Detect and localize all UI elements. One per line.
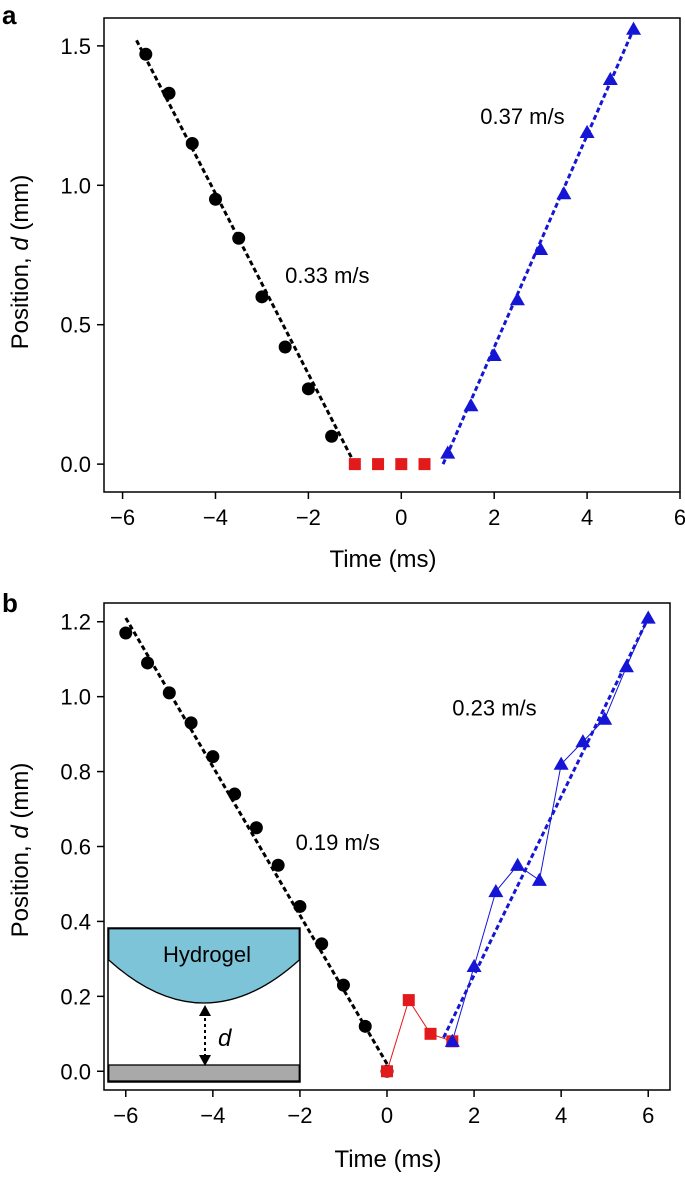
substrate <box>108 1064 300 1082</box>
panel-a-x-tick-label: 2 <box>488 505 500 530</box>
panel-b-x-axis-title: Time (ms) <box>334 1146 441 1173</box>
panel-a-retract-point <box>602 71 618 85</box>
panel-b-retract-point <box>531 872 547 886</box>
distance-label: d <box>218 1025 232 1052</box>
panel-b-x-tick-label: 0 <box>381 1103 393 1128</box>
panel-b-plot-area: −6 −4 −2 0 2 4 6 0.0 0.2 0.4 0.6 0.8 1.0 1.2 <box>60 602 671 1128</box>
panel-b-approach-point <box>184 716 198 730</box>
panel-b-x-tick-label: 4 <box>555 1103 567 1128</box>
panel-b-y-tick-label: 0.6 <box>60 835 91 860</box>
panel-b: b −6 −4 −2 0 2 4 6 0.0 0.2 0.4 0.6 0.8 1.0 1.2 Time (… <box>2 588 671 1173</box>
panel-b-annotation-blue-slope: 0.23 m/s <box>452 695 536 720</box>
distance-arrow-head-down <box>199 1055 211 1066</box>
panel-b-approach-point <box>162 686 176 700</box>
panel-a-retract-point <box>626 21 642 35</box>
panel-b-approach-point <box>293 899 307 913</box>
panel-a-approach-point <box>278 340 292 354</box>
panel-b-approach-point <box>141 656 155 670</box>
panel-a-retract-point <box>486 347 502 362</box>
panel-a-label: a <box>2 0 17 30</box>
panel-a-x-tick-label: 4 <box>581 505 593 530</box>
panel-a-approach-point <box>232 231 246 245</box>
panel-b-y-tick-label: 1.0 <box>60 685 91 710</box>
panel-a-contact-point <box>372 458 385 471</box>
panel-a-approach-point <box>255 290 269 304</box>
panel-a-contact-point <box>348 458 361 471</box>
panel-a-x-tick-label: −4 <box>203 505 228 530</box>
panel-b-x-tick-label: −2 <box>287 1103 312 1128</box>
panel-a-y-tick-label: 0.0 <box>60 452 91 477</box>
panel-b-retract-point <box>618 659 634 673</box>
panel-b-fit-line-retract <box>442 617 650 1039</box>
panel-b-approach-point <box>358 1019 372 1033</box>
panel-b-retract-point <box>466 958 482 973</box>
panel-a-approach-point <box>139 47 153 61</box>
panel-b-approach-point <box>336 978 350 992</box>
panel-b-approach-point <box>271 858 285 872</box>
panel-b-y-tick-label: 0.0 <box>60 1059 91 1084</box>
panel-a-plot-frame <box>103 17 681 493</box>
panel-a-x-tick-label: −2 <box>296 505 321 530</box>
panel-a-approach-point <box>301 382 315 396</box>
hydrogel-shape <box>108 928 300 1004</box>
panel-b-retract-point <box>510 857 526 871</box>
panel-a-approach-point <box>325 429 339 443</box>
panel-a-x-tick-label: −6 <box>110 505 135 530</box>
panel-a-retract-point <box>440 445 456 459</box>
panel-b-contact-point <box>381 1065 393 1078</box>
panel-b-label: b <box>2 588 18 618</box>
panel-b-x-tick-label: 6 <box>642 1103 654 1128</box>
panel-b-retract-point <box>488 883 504 898</box>
panel-a-fit-line-approach <box>135 39 357 465</box>
panel-b-x-tick-label: 2 <box>468 1103 480 1128</box>
panel-b-retract-point <box>444 1033 460 1047</box>
panel-b-approach-point <box>228 787 242 801</box>
panel-a-y-tick-label: 1.0 <box>60 173 91 198</box>
hydrogel-label: Hydrogel <box>163 942 251 967</box>
panel-a-contact-point <box>418 458 431 471</box>
panel-a-annotation-blue-slope: 0.37 m/s <box>480 104 564 129</box>
panel-b-x-tick-label: −6 <box>113 1103 138 1128</box>
panel-a-retract-point <box>463 398 479 412</box>
panel-b-approach-point <box>119 626 133 640</box>
panel-a-retract-point <box>509 292 525 306</box>
panel-a-y-axis-title: Position, d (mm) <box>7 175 34 350</box>
panel-b-retract-point <box>640 610 656 624</box>
panel-a-y-tick-label: 1.5 <box>60 34 91 59</box>
panel-a-retract-point <box>579 124 595 138</box>
panel-a-retract-point <box>556 186 572 200</box>
panel-a-fit-line-retract <box>441 28 635 465</box>
panel-b-retract-point <box>597 711 613 725</box>
panel-b-retract-point <box>553 756 569 770</box>
panel-b-x-tick-label: −4 <box>200 1103 225 1128</box>
panel-b-y-tick-label: 0.2 <box>60 984 91 1009</box>
panel-a-x-tick-label: 6 <box>674 505 685 530</box>
panel-a-contact-point <box>395 458 408 471</box>
panel-b-retract-point <box>575 734 591 748</box>
panel-a-approach-point <box>162 86 176 100</box>
panel-b-approach-point <box>206 750 220 764</box>
panel-b-y-tick-label: 0.8 <box>60 760 91 785</box>
panel-b-approach-point <box>249 821 263 835</box>
panel-a-approach-point <box>185 136 199 150</box>
panel-b-contact-connector-line <box>386 998 453 1072</box>
panel-a-retract-point <box>533 241 549 256</box>
panel-b-y-axis-title: Position, d (mm) <box>7 763 34 938</box>
panel-b-approach-point <box>315 937 329 951</box>
panel-b-contact-point <box>402 994 415 1007</box>
panel-a-plot-area: −6 −4 −2 0 2 4 6 0.0 0.5 1.0 1.5 <box>60 17 685 530</box>
panel-a-y-tick-label: 0.5 <box>60 313 91 338</box>
panel-a-approach-point <box>208 192 222 206</box>
panel-b-annotation-black-slope: 0.19 m/s <box>296 830 380 855</box>
panel-a: a −6 −4 −2 0 2 4 6 0.0 0.5 1.0 1.5 Time (ms) Posit… <box>2 0 685 573</box>
inset-schematic: Hydrogel d <box>107 927 301 1083</box>
panel-a-x-axis-title: Time (ms) <box>329 546 436 573</box>
panel-b-y-tick-label: 1.2 <box>60 610 91 635</box>
distance-arrow-head-up <box>199 1005 211 1016</box>
panel-a-annotation-black-slope: 0.33 m/s <box>285 263 369 288</box>
panel-b-contact-point <box>424 1027 437 1040</box>
panel-a-x-tick-label: 0 <box>395 505 407 530</box>
panel-b-y-tick-label: 0.4 <box>60 909 91 934</box>
